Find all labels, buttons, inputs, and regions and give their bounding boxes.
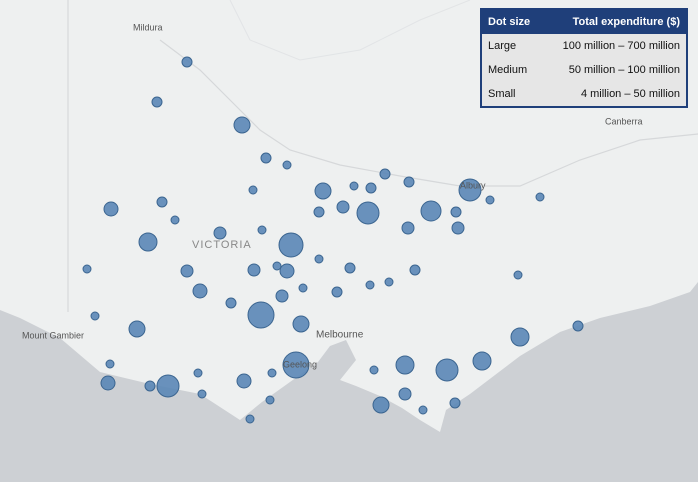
expenditure-dot — [535, 192, 545, 202]
legend-header-cell: Total expenditure ($) — [572, 16, 680, 28]
legend-cell: Small — [488, 88, 516, 100]
expenditure-dot — [180, 264, 194, 278]
expenditure-dot — [233, 116, 251, 134]
expenditure-dot — [247, 263, 261, 277]
expenditure-dot — [278, 232, 304, 258]
expenditure-dot — [279, 263, 295, 279]
expenditure-dot — [298, 283, 308, 293]
road — [229, 0, 471, 61]
legend-cell: Large — [488, 40, 517, 52]
expenditure-dot — [458, 178, 482, 202]
sea — [0, 282, 698, 482]
expenditure-dot — [409, 264, 421, 276]
expenditure-dot — [100, 375, 116, 391]
legend-row: Small 4 million – 50 million — [482, 82, 686, 106]
expenditure-dot — [156, 196, 168, 208]
expenditure-dot — [236, 373, 252, 389]
expenditure-dot — [248, 185, 258, 195]
expenditure-dot — [372, 396, 390, 414]
expenditure-dot — [192, 283, 208, 299]
expenditure-dot — [398, 387, 412, 401]
place-label: Melbourne — [316, 330, 364, 341]
expenditure-dot — [572, 320, 584, 332]
expenditure-dot — [418, 405, 428, 415]
legend-cell: 50 million – 100 million — [568, 64, 680, 76]
expenditure-dot — [181, 56, 193, 68]
place-label: Geelong — [283, 359, 317, 369]
expenditure-dot — [213, 226, 227, 240]
expenditure-dot — [331, 286, 343, 298]
expenditure-dot — [384, 277, 394, 287]
expenditure-dot — [138, 232, 158, 252]
expenditure-dot — [451, 221, 465, 235]
expenditure-dot — [282, 160, 292, 170]
place-label: Albury — [460, 180, 486, 190]
expenditure-dot — [314, 182, 332, 200]
expenditure-dot — [90, 311, 100, 321]
expenditure-dot — [193, 368, 203, 378]
expenditure-dot — [449, 397, 461, 409]
expenditure-dot — [282, 351, 310, 379]
expenditure-dot — [379, 168, 391, 180]
legend-header-cell: Dot size — [488, 16, 531, 28]
expenditure-dot — [403, 176, 415, 188]
expenditure-dot — [128, 320, 146, 338]
expenditure-dot — [265, 395, 275, 405]
border — [159, 39, 698, 187]
expenditure-dot — [170, 215, 180, 225]
expenditure-dots — [82, 56, 584, 424]
expenditure-dot — [472, 351, 492, 371]
expenditure-dot — [272, 261, 282, 271]
expenditure-dot — [314, 254, 324, 264]
place-label: VICTORIA — [192, 239, 252, 251]
expenditure-dot — [197, 389, 207, 399]
expenditure-dot — [349, 181, 359, 191]
expenditure-dot — [365, 280, 375, 290]
expenditure-dot — [513, 270, 523, 280]
expenditure-dot — [313, 206, 325, 218]
legend: Dot size Total expenditure ($) Large 100… — [480, 8, 688, 108]
expenditure-dot — [82, 264, 92, 274]
expenditure-dot — [292, 315, 310, 333]
place-label: Mount Gambier — [22, 330, 84, 340]
legend-row: Medium 50 million – 100 million — [482, 58, 686, 82]
expenditure-dot — [257, 225, 267, 235]
expenditure-dot — [260, 152, 272, 164]
expenditure-dot — [245, 414, 255, 424]
legend-header: Dot size Total expenditure ($) — [482, 10, 686, 34]
expenditure-dot — [275, 289, 289, 303]
expenditure-dot — [156, 374, 180, 398]
expenditure-dot — [336, 200, 350, 214]
legend-cell: 100 million – 700 million — [562, 40, 680, 52]
legend-row: Large 100 million – 700 million — [482, 34, 686, 58]
expenditure-dot — [420, 200, 442, 222]
expenditure-dot — [267, 368, 277, 378]
expenditure-dot — [151, 96, 163, 108]
expenditure-dot — [401, 221, 415, 235]
expenditure-dot — [369, 365, 379, 375]
legend-cell: 4 million – 50 million — [580, 88, 680, 100]
place-label: Mildura — [133, 22, 163, 32]
expenditure-dot — [510, 327, 530, 347]
expenditure-dot — [103, 201, 119, 217]
expenditure-dot — [105, 359, 115, 369]
expenditure-dot — [344, 262, 356, 274]
legend-cell: Medium — [488, 64, 528, 76]
expenditure-dot — [485, 195, 495, 205]
expenditure-dot — [435, 358, 459, 382]
expenditure-dot — [247, 301, 275, 329]
place-label: Canberra — [605, 116, 643, 126]
expenditure-dot — [144, 380, 156, 392]
expenditure-dot — [395, 355, 415, 375]
expenditure-dot — [365, 182, 377, 194]
expenditure-dot — [356, 201, 380, 225]
expenditure-dot — [225, 297, 237, 309]
expenditure-dot — [450, 206, 462, 218]
